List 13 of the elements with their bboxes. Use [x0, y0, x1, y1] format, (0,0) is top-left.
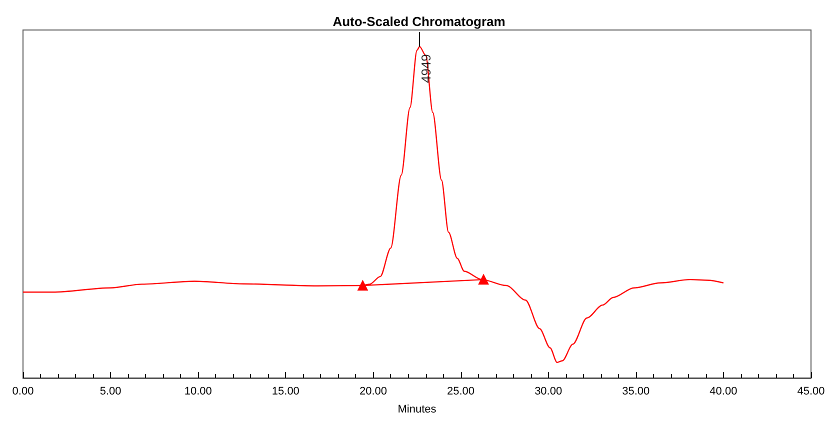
- x-tick-label: 35.00: [622, 386, 650, 398]
- x-tick-label: 45.00: [797, 386, 825, 398]
- x-tick-label: 25.00: [447, 386, 475, 398]
- x-tick-label: 5.00: [100, 386, 122, 398]
- x-tick-label: 15.00: [272, 386, 300, 398]
- x-tick-label: 40.00: [710, 386, 738, 398]
- x-axis-title: Minutes: [398, 404, 437, 416]
- x-tick-label: 0.00: [12, 386, 34, 398]
- annotation: 4949: [418, 54, 434, 84]
- x-tick-label: 30.00: [534, 386, 562, 398]
- x-tick-label: 10.00: [184, 386, 212, 398]
- chart-title: Auto-Scaled Chromatogram: [332, 14, 506, 29]
- x-tick-label: 20.00: [359, 386, 387, 398]
